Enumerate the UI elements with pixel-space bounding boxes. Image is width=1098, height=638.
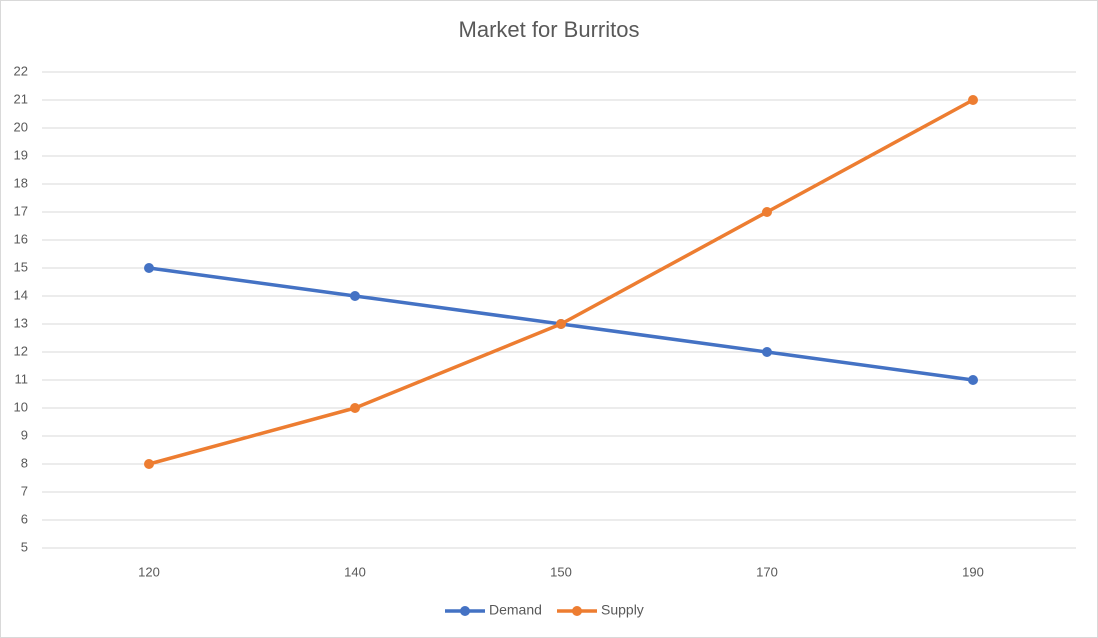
data-point bbox=[762, 207, 772, 217]
y-tick-label: 9 bbox=[21, 427, 28, 442]
x-tick-label: 190 bbox=[962, 564, 984, 579]
y-tick-label: 16 bbox=[14, 231, 28, 246]
y-tick-label: 7 bbox=[21, 483, 28, 498]
x-tick-label: 120 bbox=[138, 564, 160, 579]
data-point bbox=[968, 375, 978, 385]
legend-label: Supply bbox=[601, 602, 644, 618]
data-point bbox=[144, 459, 154, 469]
y-tick-label: 11 bbox=[15, 371, 29, 386]
y-tick-label: 21 bbox=[14, 91, 28, 106]
data-point bbox=[350, 403, 360, 413]
y-tick-label: 13 bbox=[14, 315, 28, 330]
y-tick-label: 18 bbox=[14, 175, 28, 190]
y-tick-label: 14 bbox=[14, 287, 28, 302]
x-tick-label: 140 bbox=[344, 564, 366, 579]
legend-label: Demand bbox=[489, 602, 542, 618]
y-tick-label: 8 bbox=[21, 455, 28, 470]
data-point bbox=[144, 263, 154, 273]
x-tick-label: 170 bbox=[756, 564, 778, 579]
data-point bbox=[556, 319, 566, 329]
y-tick-label: 6 bbox=[21, 511, 28, 526]
y-tick-label: 19 bbox=[14, 147, 28, 162]
y-tick-label: 5 bbox=[21, 539, 28, 554]
legend-marker bbox=[460, 606, 470, 616]
data-point bbox=[968, 95, 978, 105]
y-tick-label: 17 bbox=[14, 203, 28, 218]
legend-marker bbox=[572, 606, 582, 616]
x-tick-label: 150 bbox=[550, 564, 572, 579]
data-point bbox=[762, 347, 772, 357]
y-tick-label: 22 bbox=[14, 63, 28, 78]
y-tick-label: 15 bbox=[14, 259, 28, 274]
chart-title: Market for Burritos bbox=[459, 17, 640, 42]
y-tick-label: 12 bbox=[14, 343, 28, 358]
data-point bbox=[350, 291, 360, 301]
y-tick-label: 20 bbox=[14, 119, 28, 134]
y-tick-label: 10 bbox=[14, 399, 28, 414]
